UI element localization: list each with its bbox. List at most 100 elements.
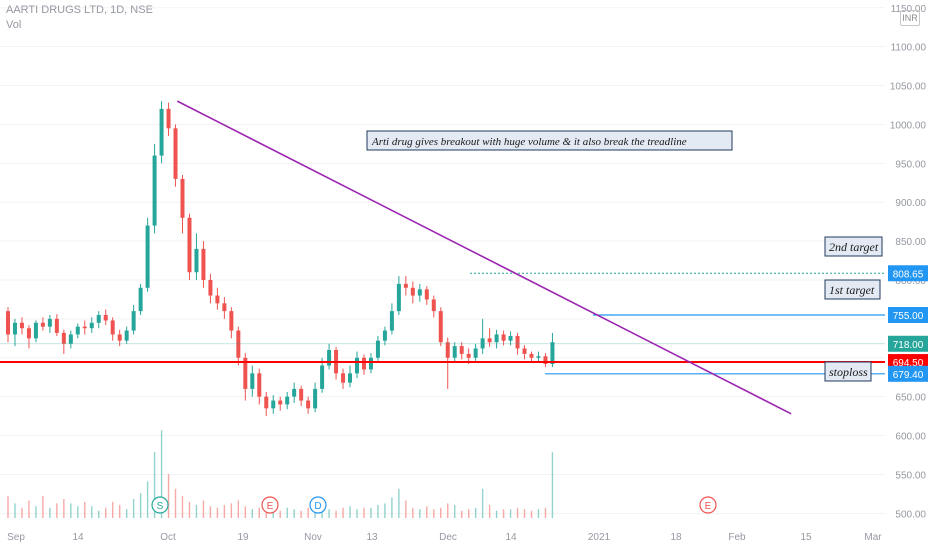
candle-body xyxy=(494,334,499,343)
volume-bar xyxy=(544,507,547,518)
candle-body xyxy=(117,334,122,341)
price-tag-bg xyxy=(888,265,928,282)
currency-badge[interactable]: INR xyxy=(900,10,920,26)
candle-body xyxy=(264,396,269,409)
volume-bar xyxy=(440,507,442,518)
volume-bar xyxy=(146,481,149,518)
candle-body xyxy=(89,322,94,329)
candle-body xyxy=(543,356,548,364)
candle-body xyxy=(6,311,10,335)
candle-body xyxy=(131,311,136,331)
candle-body xyxy=(466,353,471,358)
candle-body xyxy=(396,283,401,312)
x-tick-label: Dec xyxy=(439,532,457,543)
candle-body xyxy=(438,311,443,343)
volume-bar xyxy=(370,507,372,518)
volume-bar xyxy=(391,497,393,518)
volume-bar xyxy=(160,430,163,518)
volume-bar xyxy=(167,474,170,518)
volume-bar xyxy=(105,507,107,518)
volume-bar xyxy=(84,501,86,518)
volume-bar xyxy=(118,504,121,518)
candle-body xyxy=(424,289,429,300)
volume-bar xyxy=(537,509,540,518)
volume-bar xyxy=(132,499,135,518)
volume-bar xyxy=(279,510,281,518)
stoploss-label-frame xyxy=(824,361,872,382)
candle-body xyxy=(459,346,464,354)
stoploss-label-text: stoploss xyxy=(829,365,868,379)
price-tag-bg xyxy=(888,307,928,323)
x-tick-label: 2021 xyxy=(588,532,611,543)
volume-bar xyxy=(202,500,205,518)
volume-bar xyxy=(244,506,247,518)
chart-title: AARTI DRUGS LTD, 1D, NSE xyxy=(6,4,153,16)
x-tick-label: 14 xyxy=(72,532,84,543)
candle-body xyxy=(166,108,171,129)
candle-body xyxy=(96,315,101,323)
event-marker-circle xyxy=(151,496,169,514)
volume-bar xyxy=(237,500,240,518)
candle-body xyxy=(403,283,408,288)
candle-body xyxy=(236,330,241,358)
volume-bar xyxy=(14,503,16,518)
candle-body xyxy=(327,350,332,366)
y-tick-label: 1050.00 xyxy=(890,82,927,93)
volume-bar xyxy=(258,507,260,518)
candle-body xyxy=(480,338,485,349)
y-tick-label: 800.00 xyxy=(895,276,926,287)
event-marker: S xyxy=(151,496,169,514)
candle-body xyxy=(522,348,527,354)
candle-body xyxy=(320,365,325,389)
y-tick-label: 1100.00 xyxy=(891,43,927,54)
candle-body xyxy=(348,373,353,383)
candle-body xyxy=(361,357,366,370)
y-tick-label: 600.00 xyxy=(895,432,926,443)
price-tag-text: 718.00 xyxy=(893,340,924,351)
first-target-label-frame xyxy=(824,279,881,300)
x-tick-label: Feb xyxy=(728,532,746,543)
candle-body xyxy=(473,348,478,358)
first-target-label-text: 1st target xyxy=(829,283,875,297)
event-marker-circle xyxy=(309,496,327,514)
event-marker-text: S xyxy=(157,501,164,512)
candle-body xyxy=(208,280,213,296)
volume-bar xyxy=(384,503,386,518)
candle-body xyxy=(201,248,206,280)
candle-body xyxy=(82,326,87,329)
volume-bar xyxy=(342,507,344,518)
volume-bar xyxy=(188,501,191,518)
volume-bar xyxy=(502,509,505,518)
candle-body xyxy=(515,336,520,349)
candle-body xyxy=(292,388,297,397)
volume-bar xyxy=(125,509,128,518)
candle-body xyxy=(159,108,164,156)
event-marker-circle xyxy=(699,496,717,514)
candle-body xyxy=(54,318,59,333)
candle-body xyxy=(257,373,262,397)
candle-body xyxy=(278,400,283,405)
volume-bar xyxy=(488,504,491,518)
candle-body xyxy=(75,326,80,335)
volume-bar xyxy=(474,507,477,518)
volume-bar xyxy=(481,488,484,518)
price-tag: 755.00 xyxy=(888,307,928,323)
candle-body xyxy=(445,342,450,358)
price-tag: 808.65 xyxy=(888,265,928,282)
candle-body xyxy=(375,340,380,358)
candle-body xyxy=(12,322,17,335)
volume-bar xyxy=(467,509,470,518)
volume-bar xyxy=(335,510,337,518)
candle-body xyxy=(536,356,541,358)
event-marker-text: D xyxy=(314,501,321,512)
candle-body xyxy=(271,400,276,409)
candle-body xyxy=(529,353,534,358)
candle-body xyxy=(508,336,513,341)
candle-body xyxy=(110,320,115,335)
volume-label: Vol xyxy=(6,19,22,31)
second-target-label: 2nd target xyxy=(824,236,883,257)
candle-body xyxy=(452,346,457,358)
price-tag-bg xyxy=(888,335,928,352)
event-marker: E xyxy=(699,496,717,514)
candle-body xyxy=(47,318,52,327)
